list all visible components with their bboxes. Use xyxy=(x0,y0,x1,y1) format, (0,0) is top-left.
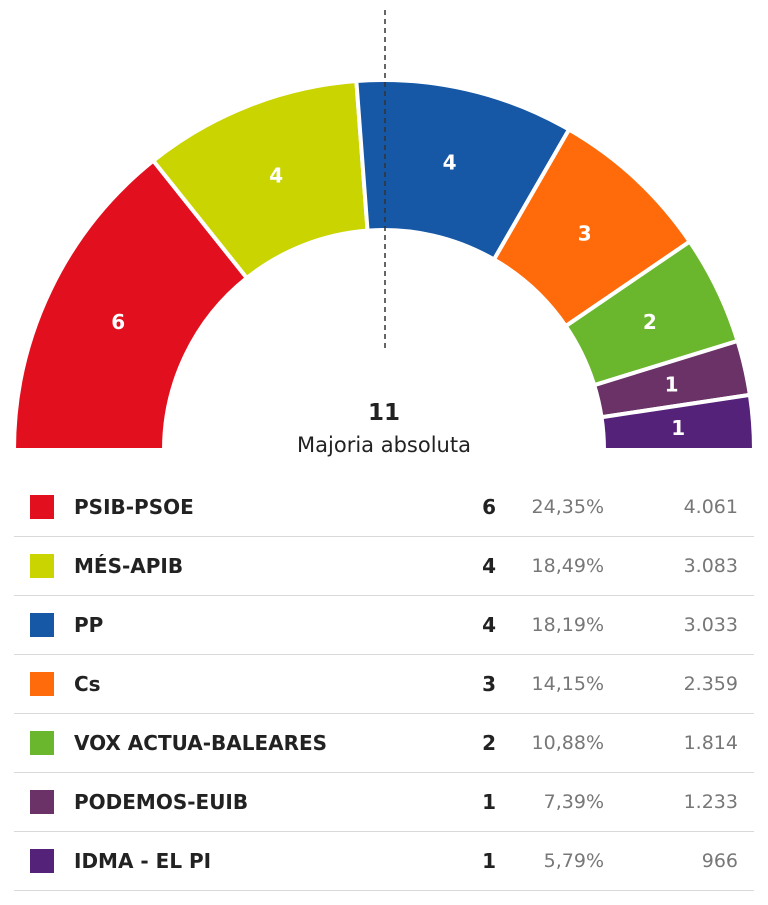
result-row: PSIB-PSOE 6 24,35% 4.061 xyxy=(14,478,754,537)
seats-value: 2 xyxy=(482,731,496,755)
vote-count: 966 xyxy=(701,850,738,872)
party-name: VOX ACTUA-BALEARES xyxy=(74,731,328,755)
seat-count-label: 6 xyxy=(111,310,125,334)
seats-value: 4 xyxy=(482,554,496,578)
party-color-swatch xyxy=(30,495,54,519)
vote-percent: 10,88% xyxy=(531,732,604,754)
party-color-swatch xyxy=(30,849,54,873)
party-name: IDMA - EL PI xyxy=(74,849,212,873)
seat-arc xyxy=(599,392,757,452)
party-name: PP xyxy=(74,613,104,637)
vote-count: 4.061 xyxy=(683,496,738,518)
vote-count: 1.814 xyxy=(683,732,738,754)
vote-percent: 14,15% xyxy=(531,673,604,695)
seat-count-label: 2 xyxy=(643,310,657,334)
seat-count-label: 4 xyxy=(269,163,283,187)
party-color-swatch xyxy=(30,554,54,578)
seat-count-label: 1 xyxy=(665,372,679,396)
party-name: MÉS-APIB xyxy=(74,554,184,578)
seats-value: 1 xyxy=(482,849,496,873)
result-row: PODEMOS-EUIB 1 7,39% 1.233 xyxy=(14,773,754,832)
party-color-swatch xyxy=(30,731,54,755)
seats-value: 6 xyxy=(482,495,496,519)
vote-percent: 18,49% xyxy=(531,555,604,577)
majority-label: Majoria absoluta xyxy=(297,433,471,457)
majority-count: 11 xyxy=(368,400,400,426)
vote-percent: 18,19% xyxy=(531,614,604,636)
seats-value: 4 xyxy=(482,613,496,637)
vote-count: 2.359 xyxy=(683,673,738,695)
result-row: IDMA - EL PI 1 5,79% 966 xyxy=(14,832,754,891)
seats-value: 1 xyxy=(482,790,496,814)
party-color-swatch xyxy=(30,790,54,814)
vote-count: 3.083 xyxy=(683,555,738,577)
seat-arc xyxy=(11,157,250,452)
results-table: PSIB-PSOE 6 24,35% 4.061 MÉS-APIB 4 18,49% 3.08… xyxy=(14,478,754,891)
party-name: PODEMOS-EUIB xyxy=(74,790,249,814)
result-row: VOX ACTUA-BALEARES 2 10,88% 1.814 xyxy=(14,714,754,773)
seat-count-label: 3 xyxy=(578,222,592,246)
party-color-swatch xyxy=(30,672,54,696)
vote-count: 3.033 xyxy=(683,614,738,636)
seats-value: 3 xyxy=(482,672,496,696)
vote-percent: 24,35% xyxy=(531,496,604,518)
seat-count-label: 1 xyxy=(671,416,685,440)
result-row: PP 4 18,19% 3.033 xyxy=(14,596,754,655)
party-color-swatch xyxy=(30,613,54,637)
result-row: MÉS-APIB 4 18,49% 3.083 xyxy=(14,537,754,596)
result-row: Cs 3 14,15% 2.359 xyxy=(14,655,754,714)
party-name: PSIB-PSOE xyxy=(74,495,194,519)
vote-count: 1.233 xyxy=(683,791,738,813)
party-name: Cs xyxy=(74,672,101,696)
seat-count-label: 4 xyxy=(443,150,457,174)
vote-percent: 7,39% xyxy=(543,791,604,813)
vote-percent: 5,79% xyxy=(543,850,604,872)
